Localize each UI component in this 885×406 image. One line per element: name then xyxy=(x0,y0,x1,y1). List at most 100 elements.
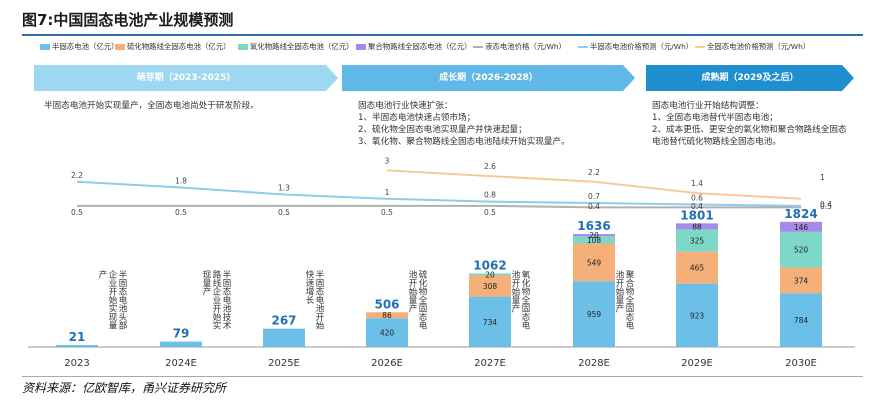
bar-segment xyxy=(469,296,511,347)
legend-item: 全固态电池价格预测（元/Wh） xyxy=(695,41,810,52)
footer-rule xyxy=(22,376,863,377)
bar-segment xyxy=(780,267,822,294)
x-tick-label: 2025E xyxy=(268,358,300,369)
milestone-caption: 半固态电池头部 xyxy=(117,269,127,330)
x-tick-label: 2028E xyxy=(578,358,610,369)
legend-label: 氧化物路线全固态电池（亿元） xyxy=(250,42,354,51)
bar-segment xyxy=(573,234,615,237)
segment-value-label: 146 xyxy=(794,223,809,232)
total-value-label: 1801 xyxy=(680,208,713,222)
bar-segment xyxy=(366,312,408,319)
semi-price-label: 1.3 xyxy=(278,184,290,193)
bar-segment xyxy=(676,251,718,284)
phase-description: 固态电池行业开始结构调整： 1、全固态电池替代半固态电池； 2、成本更低、更安全… xyxy=(652,101,847,147)
semi-price-label: 2.2 xyxy=(71,171,83,180)
legend-label: 聚合物路线全固态电池（亿元） xyxy=(368,42,472,51)
liquid-price-label: 0.5 xyxy=(71,208,83,217)
full-price-label: 2.2 xyxy=(588,168,600,177)
segment-value-label: 20 xyxy=(589,231,599,240)
milestone-caption: 路线企业开始实 xyxy=(211,269,221,330)
legend-label: 全固态电池价格预测（元/Wh） xyxy=(707,42,811,51)
liquid-price-label: 0.4 xyxy=(820,200,832,209)
bar-segment xyxy=(573,236,615,244)
segment-value-label: 549 xyxy=(587,258,602,267)
legend-label: 半固态电池价格预测（元/Wh） xyxy=(590,42,694,51)
semi-price-label: 0.6 xyxy=(691,193,703,202)
milestone-caption: 硫化物全固态电 xyxy=(417,269,427,329)
bar-segment xyxy=(469,275,511,297)
price-line xyxy=(386,169,802,200)
liquid-price-label: 0.5 xyxy=(175,208,187,217)
bar-segment xyxy=(780,293,822,347)
segment-value-label: 734 xyxy=(483,318,498,327)
x-tick-label: 2024E xyxy=(165,358,197,369)
semi-price-label: 1 xyxy=(385,188,390,197)
full-price-label: 1 xyxy=(820,173,825,182)
x-tick-label: 2023 xyxy=(64,358,89,369)
phase-banner: 成熟期（2029及之后） xyxy=(646,65,854,91)
milestone-caption: 现量产 xyxy=(201,270,211,296)
total-value-label: 1636 xyxy=(577,219,610,233)
segment-value-label: 520 xyxy=(794,246,809,255)
segment-value-label: 86 xyxy=(382,311,392,320)
full-price-label: 1.4 xyxy=(691,179,703,188)
bar-segment xyxy=(676,283,718,347)
segment-value-label: 923 xyxy=(690,311,705,320)
legend-label: 硫化物路线全固态电池（亿元） xyxy=(127,42,231,51)
milestone-caption: 快速增长 xyxy=(304,269,314,305)
total-value-label: 1824 xyxy=(784,207,817,221)
x-tick-label: 2026E xyxy=(371,358,403,369)
legend-swatch xyxy=(356,44,366,50)
total-value-label: 1062 xyxy=(473,258,506,272)
legend-swatch xyxy=(578,46,588,48)
bar-segment xyxy=(573,281,615,347)
legend-item: 半固态电池价格预测（元/Wh） xyxy=(578,41,693,52)
figure-title: 图7:中国固态电池产业规模预测 xyxy=(22,11,234,29)
legend: 半固态电池（亿元） 硫化物路线全固态电池（亿元） 氧化物路线全固态电池（亿元） 聚合物… xyxy=(40,41,860,55)
segment-value-label: 784 xyxy=(794,316,809,325)
bar-segment xyxy=(469,273,511,276)
total-value-label: 21 xyxy=(69,330,86,344)
phase-banner: 成长期（2026-2028） xyxy=(342,65,635,91)
price-line xyxy=(76,180,802,207)
semi-price-label: 1.8 xyxy=(175,176,187,185)
segment-value-label: 465 xyxy=(690,264,705,273)
phase-description: 固态电池行业快速扩张： 1、半固态电池快速占领市场； 2、硫化物全固态电池实现量… xyxy=(358,101,570,147)
semi-price-label: 0.5 xyxy=(820,202,832,211)
total-value-label: 267 xyxy=(271,314,296,328)
segment-value-label: 325 xyxy=(690,237,705,246)
bar-segment xyxy=(366,318,408,347)
full-price-label: 2.6 xyxy=(484,162,496,171)
milestone-caption: 池开始量产 xyxy=(407,269,417,313)
milestone-caption: 池开始量产 xyxy=(510,269,520,313)
segment-value-label: 959 xyxy=(587,310,602,319)
source-note: 资料来源：亿欧智库，甬兴证券研究所 xyxy=(22,381,227,395)
liquid-price-label: 0.5 xyxy=(381,208,393,217)
legend-item: 液态电池价格（元/Wh） xyxy=(473,41,566,52)
price-line xyxy=(77,204,801,209)
phase-description: 半固态电池开始实现量产，全固态电池尚处于研发阶段。 xyxy=(44,101,259,111)
x-tick-label: 2029E xyxy=(681,358,713,369)
legend-swatch xyxy=(115,44,125,50)
title-rule xyxy=(22,34,863,36)
bar-segment xyxy=(573,243,615,282)
liquid-price-label: 0.5 xyxy=(278,208,290,217)
segment-value-label: 108 xyxy=(587,236,602,245)
legend-item: 硫化物路线全固态电池（亿元） xyxy=(115,41,230,52)
total-value-label: 506 xyxy=(374,297,399,311)
legend-swatch xyxy=(473,46,483,48)
segment-value-label: 20 xyxy=(485,270,495,279)
bar-segment xyxy=(263,328,305,347)
bar-segment xyxy=(160,341,202,347)
milestone-caption: 企业开始实现量 xyxy=(107,269,117,329)
legend-item: 聚合物路线全固态电池（亿元） xyxy=(356,41,471,52)
bar-segment xyxy=(676,229,718,252)
liquid-price-label: 0.4 xyxy=(588,202,600,211)
legend-label: 半固态电池（亿元） xyxy=(52,42,119,51)
x-tick-label: 2030E xyxy=(785,358,817,369)
legend-item: 氧化物路线全固态电池（亿元） xyxy=(238,41,353,52)
bar-segment xyxy=(676,223,718,230)
semi-price-label: 0.7 xyxy=(588,192,600,201)
legend-swatch xyxy=(695,46,705,48)
